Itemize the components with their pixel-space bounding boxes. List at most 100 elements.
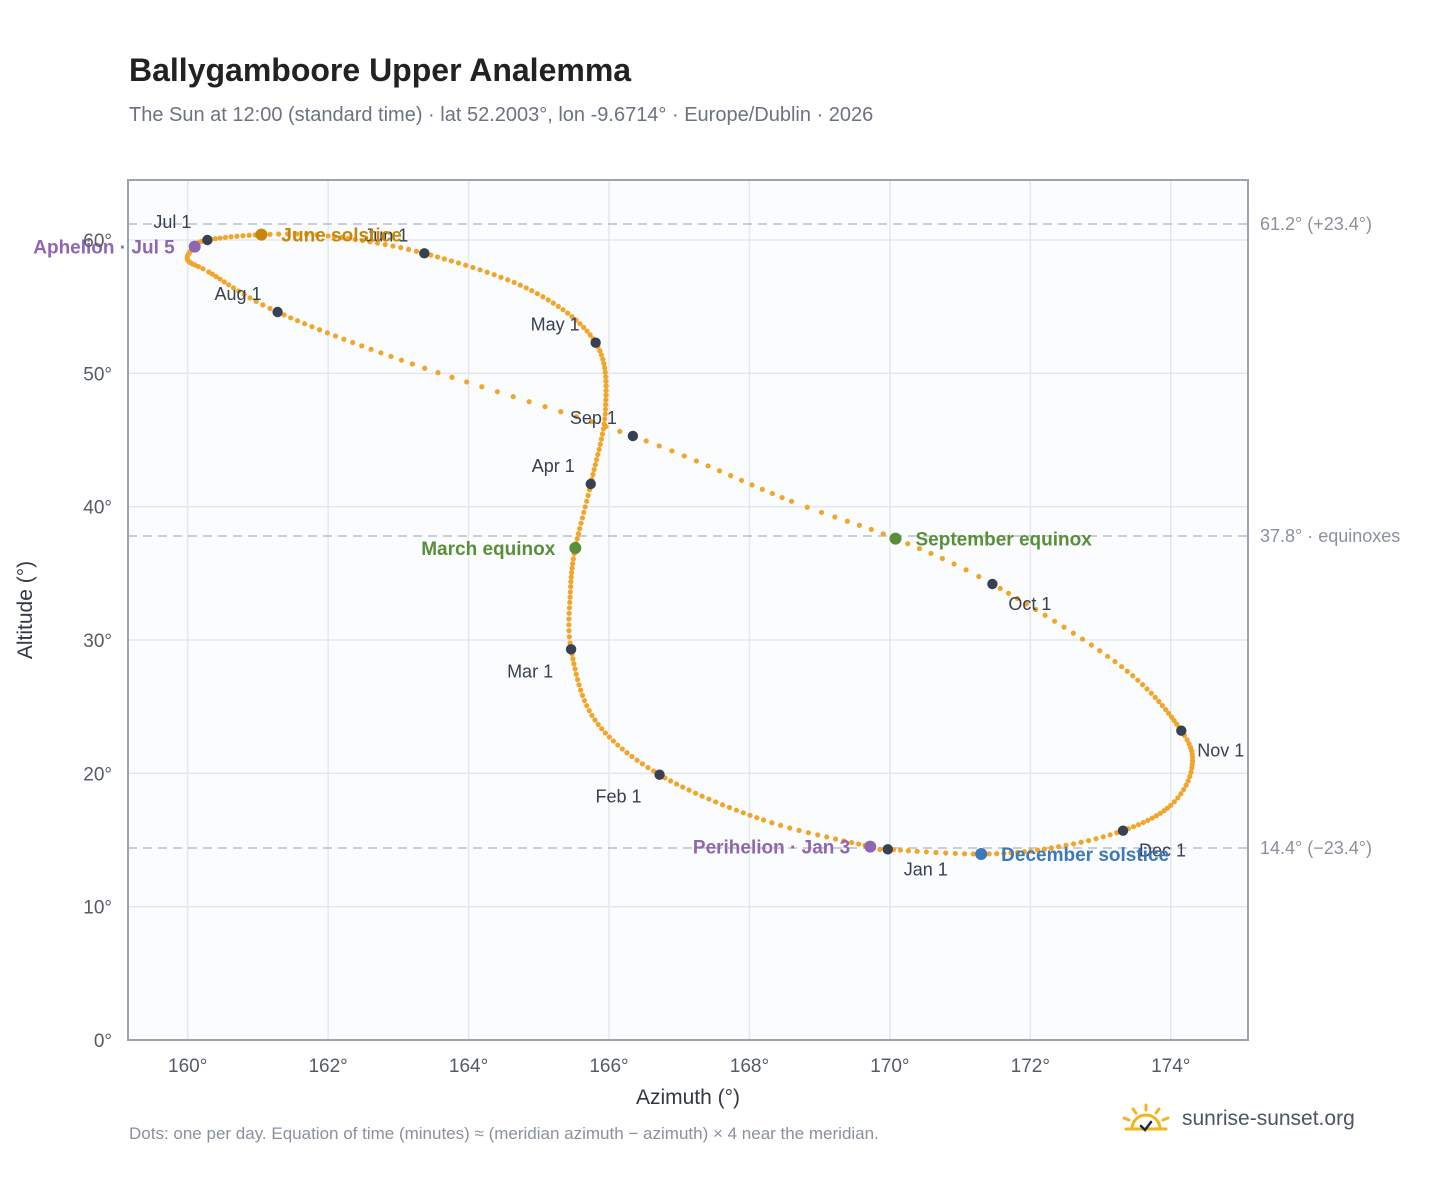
- day-dot: [294, 318, 301, 324]
- brand[interactable]: sunrise-sunset.org: [1120, 1102, 1355, 1136]
- x-tick-label: 172°: [1011, 1056, 1050, 1077]
- day-dot: [1135, 677, 1141, 683]
- day-dot: [602, 369, 608, 375]
- day-dot: [382, 241, 388, 248]
- day-dot: [706, 796, 712, 802]
- month-marker: [882, 844, 893, 855]
- x-tick-label: 166°: [589, 1056, 628, 1077]
- day-dot: [1175, 795, 1181, 801]
- day-dot: [897, 847, 904, 853]
- day-dot: [240, 233, 246, 239]
- day-dot: [534, 291, 540, 297]
- day-dot: [976, 573, 982, 580]
- day-dot: [567, 589, 573, 595]
- day-dot: [510, 394, 516, 400]
- day-dot: [253, 298, 259, 304]
- day-dot: [1130, 824, 1137, 830]
- day-dot: [398, 245, 404, 251]
- day-dot: [754, 815, 760, 821]
- day-dot: [209, 271, 215, 277]
- day-dot: [560, 307, 566, 313]
- day-dot: [303, 231, 310, 237]
- day-dot: [332, 333, 339, 339]
- day-dot: [1055, 844, 1062, 850]
- day-dot: [529, 288, 535, 294]
- day-dot: [234, 233, 240, 239]
- event-marker: [889, 532, 902, 545]
- day-dot: [200, 266, 206, 272]
- month-label: Oct 1: [1008, 594, 1051, 614]
- day-dot: [1168, 714, 1175, 720]
- day-dot: [1048, 845, 1054, 851]
- day-dot: [952, 850, 958, 857]
- month-label: Feb 1: [596, 787, 642, 807]
- footnote: Dots: one per day. Equation of time (min…: [129, 1124, 879, 1143]
- day-dot: [986, 851, 992, 857]
- day-dot: [568, 574, 574, 580]
- day-dot: [1145, 817, 1151, 823]
- day-dot: [367, 239, 373, 245]
- day-dot: [590, 471, 596, 478]
- day-dot: [587, 332, 593, 338]
- reference-line-label: 61.2° (+23.4°): [1260, 214, 1372, 234]
- day-dot: [470, 264, 476, 271]
- month-label: May 1: [531, 315, 580, 335]
- day-dot: [338, 234, 344, 241]
- day-dot: [573, 671, 579, 677]
- day-dot: [740, 810, 746, 816]
- day-dot: [603, 374, 609, 380]
- day-dot: [610, 738, 617, 744]
- day-dot: [1184, 737, 1190, 743]
- day-dot: [645, 764, 651, 771]
- day-dot: [970, 851, 976, 857]
- day-dot: [600, 356, 606, 362]
- x-tick-label: 162°: [308, 1056, 347, 1077]
- day-dot: [733, 807, 739, 813]
- day-dot: [314, 232, 320, 238]
- plot-area: [128, 180, 1248, 1040]
- day-dot: [595, 451, 601, 458]
- day-dot: [479, 384, 485, 390]
- day-dot: [1178, 791, 1184, 797]
- day-dot: [1152, 694, 1158, 700]
- day-dot: [629, 753, 635, 760]
- day-dot: [221, 279, 227, 285]
- reference-line-label: 37.8° · equinoxes: [1260, 526, 1400, 546]
- day-dot: [441, 256, 447, 262]
- event-marker: [975, 848, 988, 860]
- day-dot: [1023, 601, 1029, 607]
- day-dot: [567, 594, 573, 600]
- day-dot: [1015, 849, 1021, 855]
- day-dot: [615, 742, 621, 748]
- day-dot: [576, 682, 582, 688]
- day-dot: [719, 802, 726, 808]
- day-dot: [1139, 682, 1146, 688]
- day-dot: [1063, 842, 1069, 848]
- day-dot: [778, 822, 784, 828]
- brand-name[interactable]: sunrise-sunset.org: [1182, 1107, 1355, 1130]
- day-dot: [818, 509, 825, 516]
- day-dot: [1070, 841, 1077, 847]
- day-dot: [434, 254, 441, 260]
- month-markers: Jan 1 Feb 1 Mar 1 Apr 1 May 1 Jun 1 Jul 1 Aug 1…: [153, 212, 1244, 879]
- day-dot: [592, 717, 598, 723]
- x-axis-label: Azimuth (°): [636, 1086, 740, 1109]
- y-tick-label: 10°: [83, 898, 112, 919]
- day-dot: [856, 522, 863, 528]
- day-dot: [769, 490, 775, 497]
- day-dot: [574, 536, 580, 542]
- day-dot: [588, 419, 594, 425]
- month-label: Dec 1: [1139, 841, 1186, 861]
- day-dot: [617, 428, 623, 434]
- day-dot: [699, 793, 705, 799]
- day-dot: [448, 258, 455, 264]
- day-dot: [705, 463, 711, 469]
- day-dot: [352, 236, 358, 243]
- day-dot: [570, 561, 576, 567]
- day-dot: [602, 365, 608, 371]
- month-marker: [1176, 725, 1187, 736]
- day-dot: [589, 712, 595, 719]
- day-dot: [569, 570, 575, 576]
- day-dot: [997, 585, 1003, 592]
- day-dot: [1148, 690, 1154, 696]
